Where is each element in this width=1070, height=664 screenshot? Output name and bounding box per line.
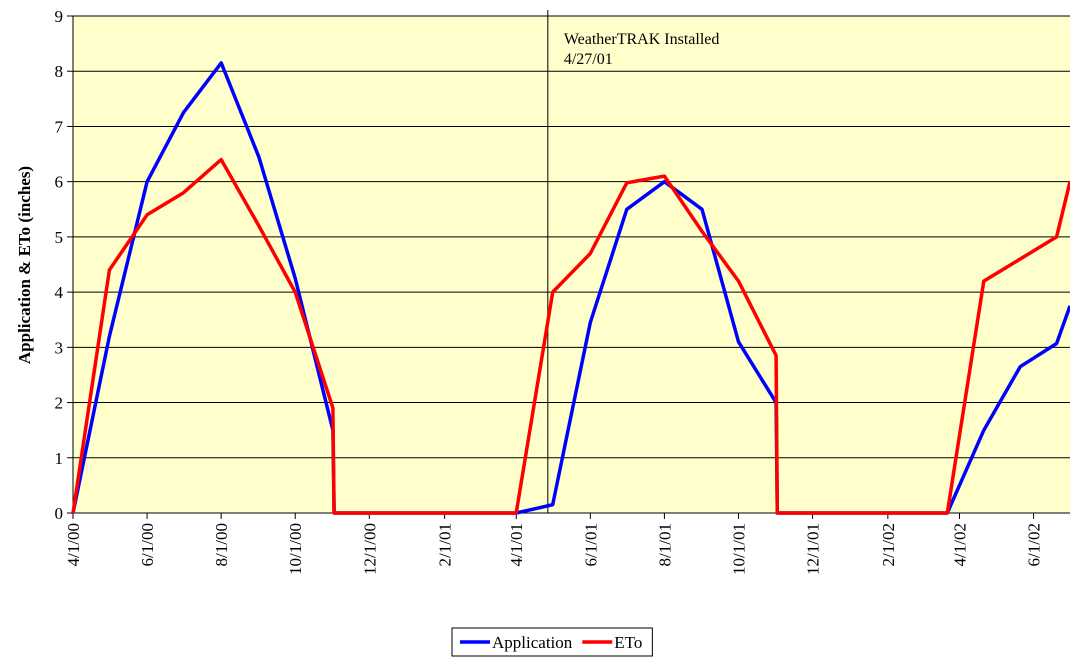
y-tick-label: 4 xyxy=(55,283,64,302)
x-tick-label: 4/1/00 xyxy=(64,523,83,566)
x-tick-label: 8/1/00 xyxy=(212,523,231,566)
y-tick-label: 3 xyxy=(55,338,64,357)
x-tick-label: 6/1/01 xyxy=(581,523,600,566)
x-tick-label: 6/1/02 xyxy=(1025,523,1044,566)
y-tick-label: 8 xyxy=(55,62,64,81)
annotation-date: 4/27/01 xyxy=(564,51,613,68)
legend-label: Application xyxy=(492,633,573,652)
y-tick-label: 0 xyxy=(55,504,64,523)
y-axis-label: Application & ETo (inches) xyxy=(15,166,34,364)
x-tick-label: 10/1/01 xyxy=(729,523,748,575)
y-tick-label: 7 xyxy=(55,117,64,136)
legend-label: ETo xyxy=(614,633,642,652)
x-tick-label: 2/1/01 xyxy=(436,523,455,566)
y-tick-label: 5 xyxy=(55,228,64,247)
x-tick-label: 2/1/02 xyxy=(879,523,898,566)
annotation-label: WeatherTRAK Installed xyxy=(564,31,720,48)
x-tick-label: 4/1/01 xyxy=(507,523,526,566)
series-line xyxy=(71,157,1070,515)
x-tick-label: 4/1/02 xyxy=(950,523,969,566)
x-tick-label: 10/1/00 xyxy=(286,523,305,575)
legend: Application ETo xyxy=(451,627,653,657)
series-line xyxy=(71,61,1070,515)
x-tick-label: 6/1/00 xyxy=(138,523,157,566)
plot-area xyxy=(73,16,1070,513)
y-tick-label: 2 xyxy=(55,394,64,413)
x-tick-label: 8/1/01 xyxy=(655,523,674,566)
x-tick-label: 12/1/01 xyxy=(804,523,823,575)
x-tick-label: 12/1/00 xyxy=(360,523,379,575)
y-tick-label: 6 xyxy=(55,173,64,192)
y-tick-label: 1 xyxy=(55,449,64,468)
y-tick-label: 9 xyxy=(55,7,64,26)
